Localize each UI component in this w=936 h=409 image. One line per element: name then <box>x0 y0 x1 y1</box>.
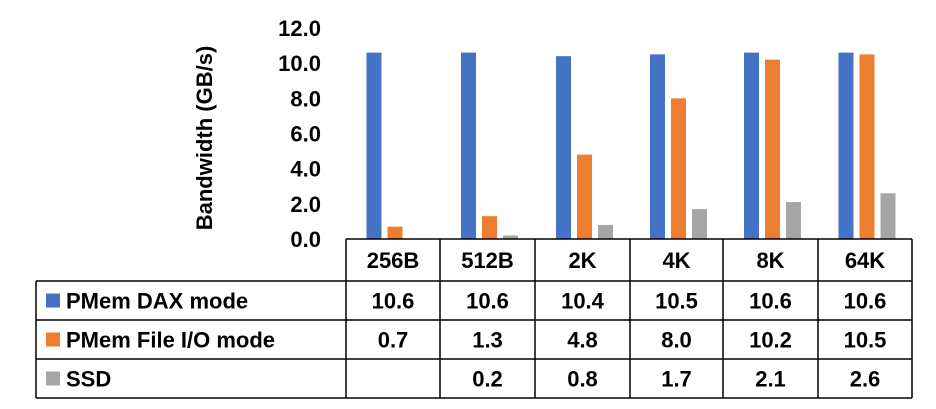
category-label: 256B <box>367 248 420 273</box>
bar-256B-1 <box>387 226 403 239</box>
y-axis-label: Bandwidth (GB/s) <box>192 46 217 231</box>
bar-2K-1 <box>577 154 592 239</box>
bar-64K-1 <box>859 54 875 239</box>
data-table: 256B 512B 2K 4K 8K 64K PMem DAX mode 10.6 10.6 10… <box>35 238 913 399</box>
data-label: 1.7 <box>661 367 692 392</box>
y-tick-label: 0.0 <box>290 227 321 252</box>
data-label: 4.8 <box>567 328 598 353</box>
bar-4K-1 <box>671 98 686 239</box>
y-tick-label: 8.0 <box>290 86 321 111</box>
bar-8K-2 <box>786 202 801 239</box>
data-label: 0.8 <box>567 367 598 392</box>
y-axis: 0.0 2.0 4.0 6.0 8.0 10.0 12.0 <box>278 16 321 252</box>
category-label: 4K <box>662 248 690 273</box>
data-label: 10.5 <box>655 289 698 314</box>
data-label: 1.3 <box>472 328 503 353</box>
data-label: 2.6 <box>850 367 881 392</box>
data-label: 0.2 <box>472 367 503 392</box>
bar-256B-0 <box>366 52 382 239</box>
y-tick-label: 4.0 <box>290 157 321 182</box>
bars <box>366 52 896 240</box>
legend-swatch <box>46 293 60 308</box>
category-label: 2K <box>568 248 596 273</box>
data-label: 10.5 <box>844 328 887 353</box>
data-label: 0.7 <box>378 328 409 353</box>
bar-8K-0 <box>744 52 759 239</box>
legend-swatch <box>46 371 60 386</box>
y-tick-label: 10.0 <box>278 51 321 76</box>
legend-label: SSD <box>66 367 111 392</box>
data-label: 8.0 <box>661 328 692 353</box>
bar-64K-2 <box>880 193 896 239</box>
data-label: 2.1 <box>755 367 786 392</box>
category-label: 8K <box>756 248 784 273</box>
bar-512B-0 <box>461 52 476 239</box>
y-tick-label: 2.0 <box>290 192 321 217</box>
y-tick-label: 6.0 <box>290 122 321 147</box>
data-label: 10.6 <box>466 289 509 314</box>
bar-8K-1 <box>765 59 780 240</box>
data-label: 10.6 <box>372 289 415 314</box>
data-label: 10.6 <box>844 289 887 314</box>
bar-64K-0 <box>838 52 854 239</box>
y-tick-label: 12.0 <box>278 16 321 41</box>
bar-4K-0 <box>650 54 665 239</box>
bar-4K-2 <box>692 209 707 239</box>
data-label: 10.4 <box>561 289 605 314</box>
legend-label: PMem DAX mode <box>66 289 248 314</box>
bar-2K-0 <box>556 56 571 240</box>
data-label: 10.2 <box>749 328 792 353</box>
legend-label: PMem File I/O mode <box>66 328 275 353</box>
data-label: 10.6 <box>749 289 792 314</box>
legend-swatch <box>46 332 60 347</box>
category-label: 64K <box>845 248 885 273</box>
bar-2K-2 <box>598 224 613 239</box>
category-label: 512B <box>461 248 514 273</box>
bar-512B-1 <box>482 216 497 239</box>
bar-512B-2 <box>503 235 518 239</box>
